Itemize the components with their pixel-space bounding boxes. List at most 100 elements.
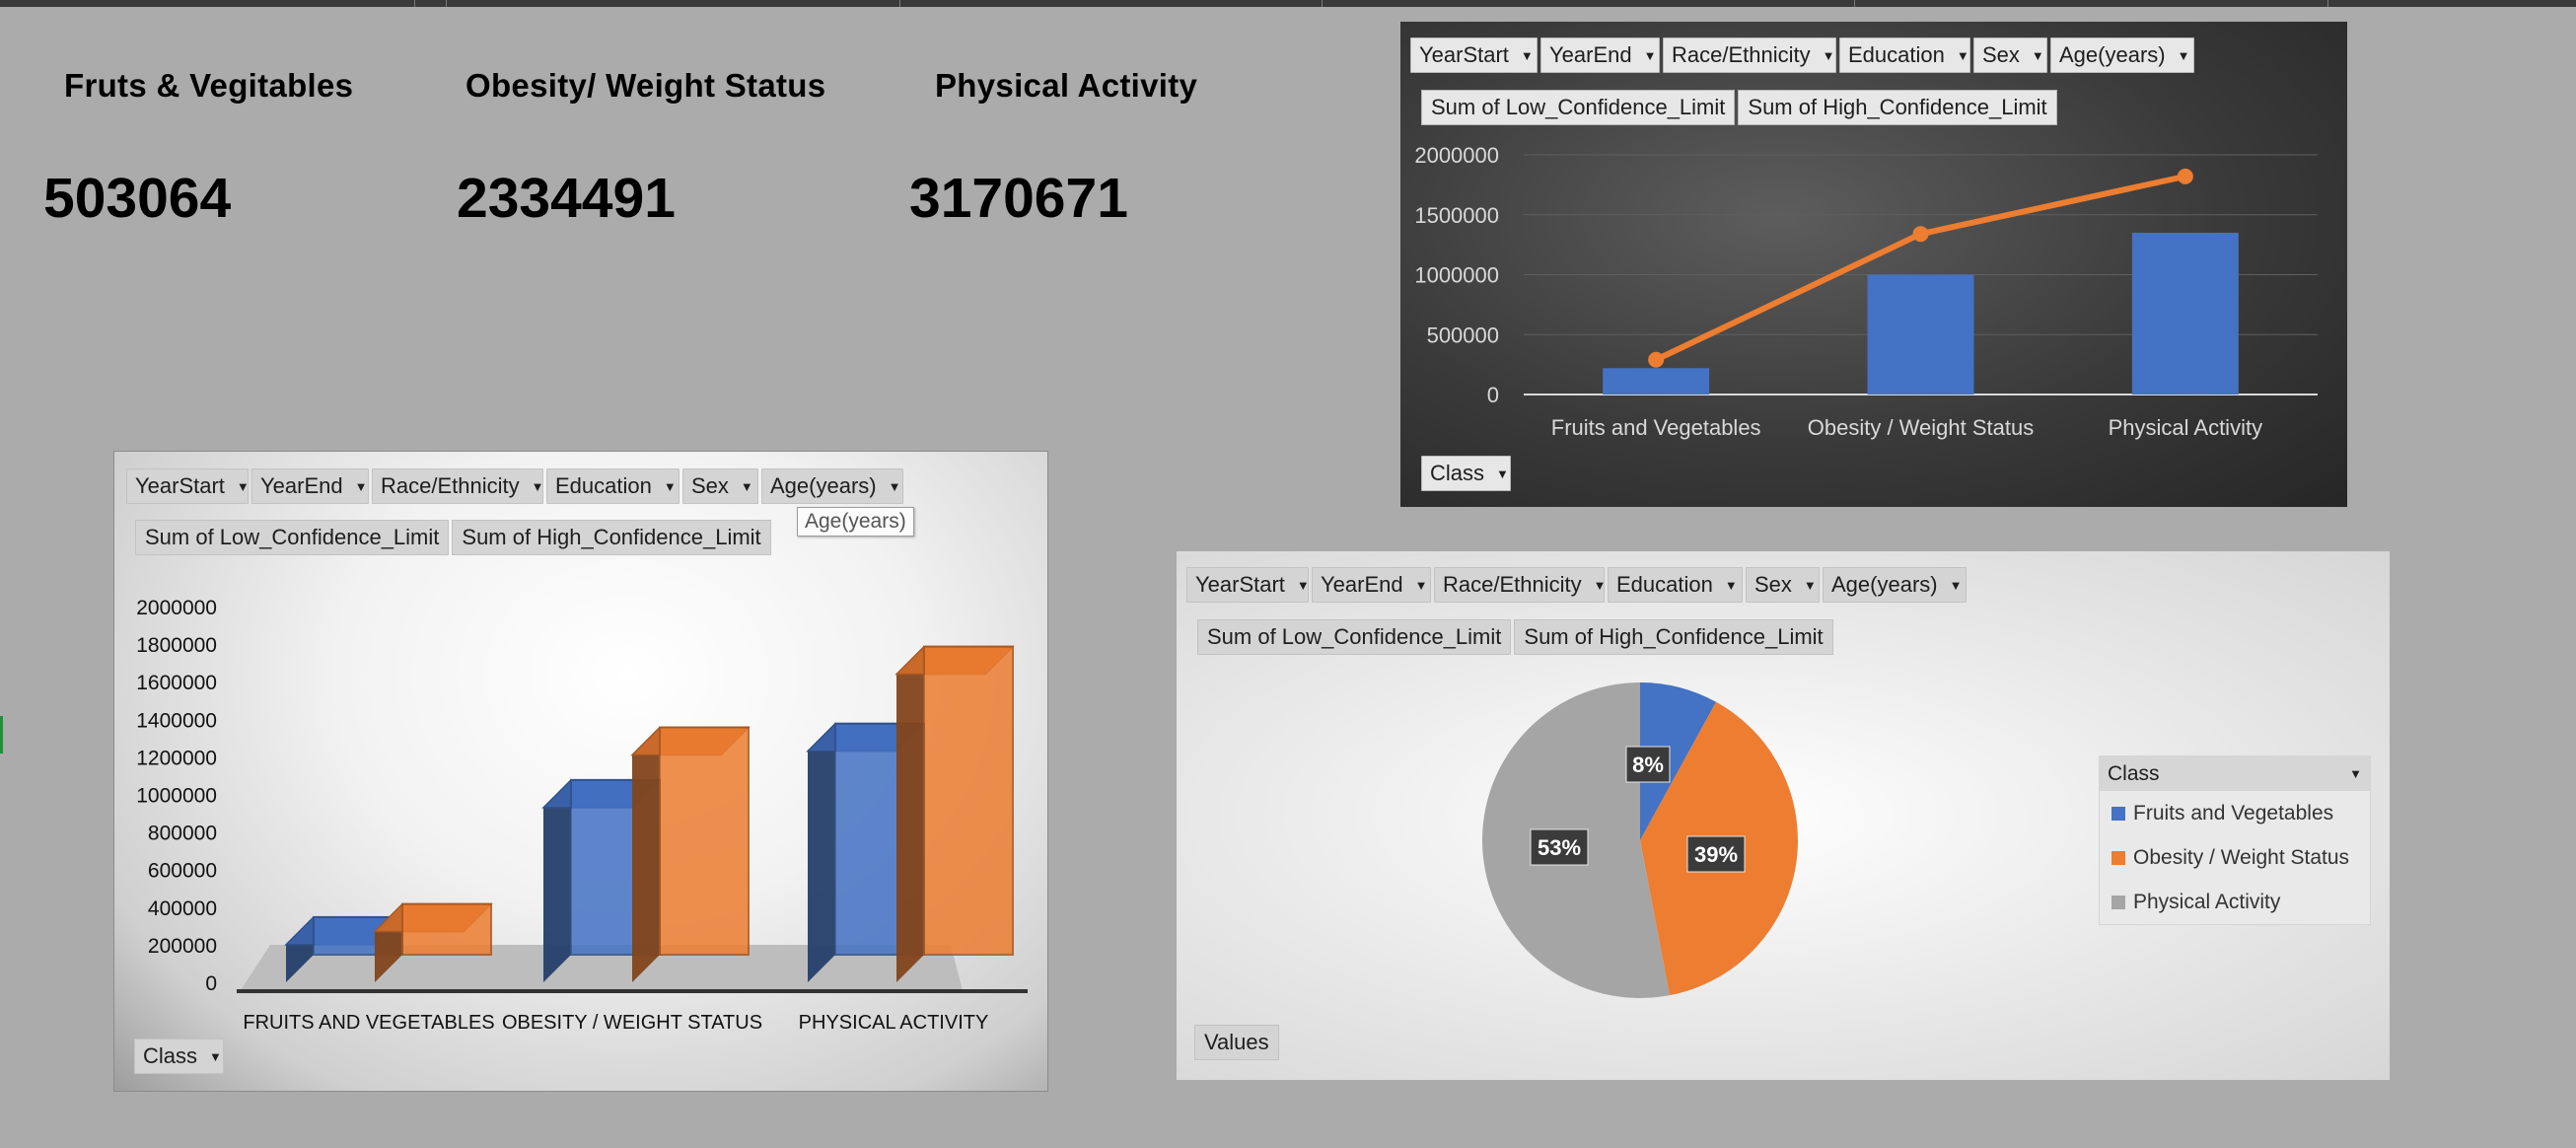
filter-yearend-button[interactable]: YearEnd ▼ xyxy=(1312,567,1431,603)
values-row: Sum of Low_Confidence_Limit Sum of High_… xyxy=(1197,619,1833,655)
bar-high-confidence-side xyxy=(632,727,660,982)
filter-race-button[interactable]: Race/Ethnicity ▼ xyxy=(372,468,544,504)
pivot-chart-combo[interactable]: YearStart ▼ YearEnd ▼ Race/Ethnicity ▼ Educ… xyxy=(1400,22,2347,507)
dropdown-arrow-icon: ▼ xyxy=(354,478,368,494)
kpi-value-fruits: 503064 xyxy=(43,167,232,230)
filter-yearend-button[interactable]: YearEnd ▼ xyxy=(1540,37,1660,73)
filter-race-button[interactable]: Race/Ethnicity ▼ xyxy=(1434,567,1607,603)
filter-row: YearStart ▼ YearEnd ▼ Race/Ethnicity ▼ Educ… xyxy=(1186,567,1967,603)
y-tick-label: 0 xyxy=(1487,383,1499,407)
filter-yearstart-button[interactable]: YearStart ▼ xyxy=(126,468,250,504)
y-tick-label: 500000 xyxy=(1427,323,1499,347)
filter-row: YearStart ▼ YearEnd ▼ Race/Ethnicity ▼ Educ… xyxy=(1410,37,2194,73)
dropdown-arrow-icon: ▼ xyxy=(2031,47,2044,63)
data-label: 53% xyxy=(1538,835,1581,860)
value-low-confidence-button[interactable]: Sum of Low_Confidence_Limit xyxy=(1421,90,1736,125)
axis-field-class-button[interactable]: Class ▼ xyxy=(1421,456,1511,491)
value-high-confidence-button[interactable]: Sum of High_Confidence_Limit xyxy=(1514,619,1833,655)
kpi-value-activity: 3170671 xyxy=(909,167,1128,230)
filter-yearstart-button[interactable]: YearStart ▼ xyxy=(1186,567,1310,603)
dropdown-arrow-icon: ▼ xyxy=(1956,47,1969,63)
bar-low-confidence-side xyxy=(543,779,571,982)
dropdown-arrow-icon: ▼ xyxy=(1496,466,1509,481)
filter-sex-button[interactable]: Sex ▼ xyxy=(1746,567,1820,603)
line-point-high-confidence xyxy=(1912,226,1929,243)
legend-item: Obesity / Weight Status xyxy=(2100,835,2370,880)
dropdown-arrow-icon: ▼ xyxy=(531,478,544,494)
x-tick-label: Fruits and Vegetables xyxy=(1551,415,1761,440)
kpi-title-activity: Physical Activity xyxy=(935,67,1198,104)
y-tick-label: 1200000 xyxy=(136,747,217,769)
x-tick-label: OBESITY / WEIGHT STATUS xyxy=(502,1012,762,1034)
data-label: 39% xyxy=(1694,842,1738,867)
filter-age-button[interactable]: Age(years) ▼ xyxy=(761,468,903,504)
bar-low-confidence xyxy=(2131,232,2239,395)
bar-low-confidence xyxy=(1867,274,1974,395)
line-point-high-confidence xyxy=(1648,351,1665,368)
y-tick-label: 1600000 xyxy=(136,672,217,694)
filter-sex-button[interactable]: Sex ▼ xyxy=(1973,37,2047,73)
y-tick-label: 1400000 xyxy=(136,709,217,732)
values-row: Sum of Low_Confidence_Limit Sum of High_… xyxy=(1421,90,2057,125)
y-tick-label: 2000000 xyxy=(136,597,217,619)
values-row: Sum of Low_Confidence_Limit Sum of High_… xyxy=(135,520,771,555)
pie-chart-plot: 8% 39% 53% xyxy=(1482,682,1798,998)
filter-yearstart-button[interactable]: YearStart ▼ xyxy=(1410,37,1538,73)
y-tick-label: 600000 xyxy=(148,860,217,883)
dropdown-arrow-icon: ▼ xyxy=(1822,47,1835,63)
filter-row: YearStart ▼ YearEnd ▼ Race/Ethnicity ▼ Educ… xyxy=(126,468,903,504)
y-tick-label: 800000 xyxy=(148,823,217,845)
legend-swatch xyxy=(2111,895,2125,909)
y-tick-label: 1800000 xyxy=(136,634,217,657)
data-label-box xyxy=(1686,835,1746,873)
kpi-title-obesity: Obesity/ Weight Status xyxy=(465,67,826,104)
filter-education-button[interactable]: Education ▼ xyxy=(1608,567,1743,603)
filter-yearend-button[interactable]: YearEnd ▼ xyxy=(251,468,369,504)
bar-high-confidence xyxy=(401,902,492,957)
dropdown-arrow-icon: ▼ xyxy=(2349,766,2362,781)
legend-swatch xyxy=(2111,806,2125,821)
pivot-chart-pie[interactable]: YearStart ▼ YearEnd ▼ Race/Ethnicity ▼ Educ… xyxy=(1177,551,2390,1080)
y-tick-label: 1000000 xyxy=(1414,263,1499,288)
y-tick-label: 400000 xyxy=(148,897,217,920)
y-tick-label: 1500000 xyxy=(1414,203,1499,228)
dropdown-arrow-icon: ▼ xyxy=(1296,577,1310,593)
kpi-value-obesity: 2334491 xyxy=(457,167,676,230)
dropdown-arrow-icon: ▼ xyxy=(1803,577,1817,593)
bar-low-confidence-side xyxy=(808,723,835,982)
y-tick-label: 200000 xyxy=(148,935,217,958)
value-high-confidence-button[interactable]: Sum of High_Confidence_Limit xyxy=(1738,90,2057,125)
x-tick-label: Obesity / Weight Status xyxy=(1808,415,2034,440)
bar-high-confidence-side xyxy=(896,646,924,982)
dropdown-arrow-icon: ▼ xyxy=(2177,47,2190,63)
value-low-confidence-button[interactable]: Sum of Low_Confidence_Limit xyxy=(1197,619,1512,655)
selection-marker xyxy=(0,716,3,753)
pie-slice-fruits xyxy=(1640,682,1717,840)
data-label: 8% xyxy=(1632,753,1664,777)
dropdown-arrow-icon: ▼ xyxy=(1520,47,1534,63)
value-high-confidence-button[interactable]: Sum of High_Confidence_Limit xyxy=(452,520,771,555)
filter-race-button[interactable]: Race/Ethnicity ▼ xyxy=(1663,37,1836,73)
filter-age-button[interactable]: Age(years) ▼ xyxy=(1823,567,1967,603)
dropdown-arrow-icon: ▼ xyxy=(209,1048,222,1064)
value-low-confidence-button[interactable]: Sum of Low_Confidence_Limit xyxy=(135,520,450,555)
y-tick-label: 2000000 xyxy=(1414,143,1499,168)
kpi-title-fruits: Fruts & Vegitables xyxy=(64,67,354,104)
dropdown-arrow-icon: ▼ xyxy=(663,478,677,494)
sheet-top-strip xyxy=(0,0,2576,7)
chart-floor xyxy=(241,945,963,990)
pivot-chart-3d-bar[interactable]: YearStart ▼ YearEnd ▼ Race/Ethnicity ▼ Educ… xyxy=(114,452,1047,1091)
data-label-box xyxy=(1625,746,1671,783)
dropdown-arrow-icon: ▼ xyxy=(740,478,753,494)
filter-education-button[interactable]: Education ▼ xyxy=(1839,37,1970,73)
filter-education-button[interactable]: Education ▼ xyxy=(546,468,680,504)
axis-field-class-button[interactable]: Class ▼ xyxy=(134,1039,224,1074)
values-field-button[interactable]: Values xyxy=(1194,1025,1279,1060)
legend-class-filter-button[interactable]: Class ▼ xyxy=(2100,756,2370,791)
dropdown-arrow-icon: ▼ xyxy=(1593,577,1607,593)
chart-legend: Class ▼ Fruits and Vegetables Obesity / W… xyxy=(2099,755,2371,925)
filter-age-button[interactable]: Age(years) ▼ xyxy=(2050,37,2194,73)
filter-sex-button[interactable]: Sex ▼ xyxy=(682,468,758,504)
x-tick-label: Physical Activity xyxy=(2109,415,2263,440)
legend-swatch xyxy=(2111,850,2125,865)
